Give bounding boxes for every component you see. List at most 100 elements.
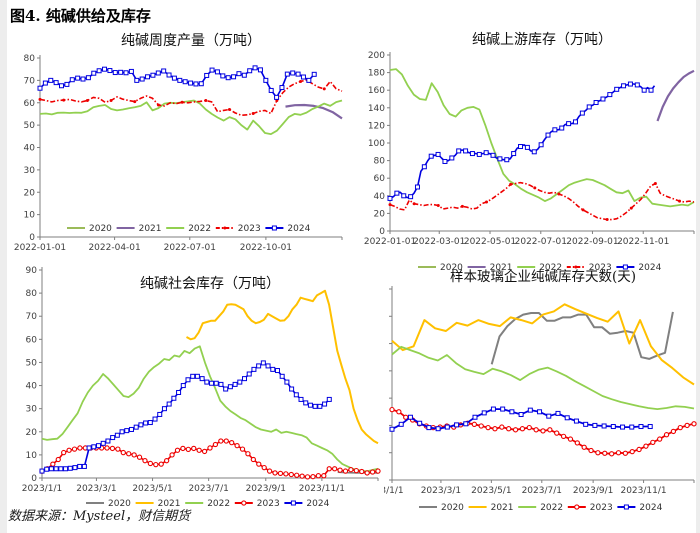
legend-label: 2024: [638, 263, 661, 273]
legend-label: 2024: [287, 224, 310, 234]
x-tick-label: 2022-07-01: [164, 243, 216, 253]
legend-label: 2020: [441, 503, 464, 513]
series-2024: [389, 83, 656, 200]
x-tick-label: 2022-09-01: [566, 237, 618, 247]
y-tick-label: 0: [31, 474, 37, 484]
x-tick-label: 2023/5/1: [471, 486, 511, 496]
y-tick-label: 30: [24, 166, 36, 176]
x-tick-label: 2023/9/1: [246, 484, 286, 494]
x-tick-label: 2022-07-01: [515, 237, 567, 247]
x-tick-label: 2022-05-01: [464, 237, 516, 247]
y-tick-label: 10: [24, 211, 36, 221]
figure-title: 图4. 纯碱供给及库存: [10, 7, 151, 25]
series-2022: [41, 345, 379, 473]
x-tick-label: 2022-01-01: [364, 237, 416, 247]
chart-canvas: 样本玻璃企业纯碱库存天数(天) 3/1/1 2023/3/1 2023/5/1 2023…: [380, 268, 697, 513]
x-tick-label: 2023/9/1: [573, 486, 613, 496]
chart-upstream-inventory: 纯碱上游库存（万吨） 0 20 40 60 80 100 120 140 160 180 200 202…: [352, 30, 698, 274]
y-tick-label: 100: [368, 139, 385, 149]
legend-label: 2023: [257, 499, 280, 509]
legend: 2020 2021 2022 2023 2024: [67, 224, 311, 234]
x-tick-label: 2023/1/1: [22, 484, 62, 494]
series-2021: [391, 303, 695, 386]
legend-label: 2024: [306, 499, 329, 509]
legend-label: 2020: [108, 499, 131, 509]
y-tick-label: 0: [29, 233, 35, 243]
legend: 2020 2021 2022 2023 2024: [418, 263, 662, 273]
y-tick-label: 180: [368, 69, 385, 79]
y-tick-label: 80: [26, 289, 38, 299]
series-2022: [391, 345, 695, 411]
x-tick-label: 2023/3/1: [76, 484, 116, 494]
x-tick-label: 2023/3/1: [421, 486, 461, 496]
x-tick-label: 2022-11-01: [617, 237, 669, 247]
legend: 2020 2021 2022 2023 2024: [419, 503, 663, 513]
chart-glass-inventory-days: 样本玻璃企业纯碱库存天数(天) 3/1/1 2023/3/1 2023/5/1 2023…: [380, 264, 698, 514]
y-tick-label: 70: [24, 76, 36, 86]
y-tick-label: 40: [24, 144, 36, 154]
legend-label: 2024: [639, 503, 662, 513]
chart-title: 纯碱周度产量（万吨）: [121, 33, 261, 49]
series-2023: [39, 79, 343, 117]
legend-label: 2021: [490, 263, 513, 273]
y-tick-label: 90: [26, 266, 38, 276]
x-tick-label: 2023/7/1: [188, 484, 228, 494]
y-tick-label: 20: [24, 188, 36, 198]
legend-label: 2023: [238, 224, 261, 234]
y-tick-label: 40: [374, 192, 386, 202]
chart-canvas: 纯碱社会库存（万吨） 0 10 20 30 40 50 60 70 80 90 2023/1/1 202…: [22, 266, 381, 509]
y-tick-label: 40: [26, 382, 38, 392]
series-2021: [656, 69, 695, 122]
legend-label: 2020: [89, 224, 112, 234]
y-tick-label: 10: [26, 451, 38, 461]
legend-label: 2020: [440, 263, 463, 273]
y-tick-label: 140: [368, 104, 385, 114]
x-tick-label: 2022-01-01: [14, 243, 66, 253]
legend: 2020 2021 2022 2023 2024: [86, 499, 330, 509]
chart-weekly-production: 纯碱周度产量（万吨） 0 10 20 30 40 50 60 70 80 2022-01-01 202…: [12, 30, 348, 264]
series-2020: [490, 311, 674, 365]
series-2022: [389, 68, 695, 208]
data-source-note: 数据来源：Mysteel，财信期货: [8, 509, 191, 524]
legend-label: 2022: [540, 503, 563, 513]
x-tick-label: 2023/11/1: [299, 484, 345, 494]
series-2021: [285, 103, 343, 120]
legend-label: 2022: [188, 224, 211, 234]
series-2024: [39, 66, 315, 99]
legend-label: 2021: [491, 503, 514, 513]
series-2022: [39, 99, 343, 135]
x-tick-label: 2022-10-01: [240, 243, 292, 253]
y-tick-label: 0: [379, 227, 385, 237]
y-tick-label: 60: [26, 335, 38, 345]
y-tick-label: 80: [374, 157, 386, 167]
y-tick-label: 50: [26, 358, 38, 368]
chart-social-inventory: 纯碱社会库存（万吨） 0 10 20 30 40 50 60 70 80 90 2023/1/1 202…: [12, 264, 384, 510]
legend-label: 2022: [207, 499, 230, 509]
x-tick-label: 2023/7/1: [522, 486, 562, 496]
y-tick-label: 50: [24, 121, 36, 131]
y-tick-label: 20: [374, 209, 386, 219]
y-tick-label: 20: [26, 428, 38, 438]
chart-title: 纯碱社会库存（万吨）: [140, 276, 280, 292]
legend-label: 2021: [158, 499, 181, 509]
y-tick-label: 120: [368, 121, 385, 131]
y-tick-label: 200: [368, 51, 385, 61]
chart-title: 纯碱上游库存（万吨）: [472, 32, 612, 48]
legend-label: 2023: [590, 503, 613, 513]
legend-label: 2021: [139, 224, 162, 234]
chart-title: 样本玻璃企业纯碱库存天数(天): [450, 268, 636, 285]
y-tick-label: 30: [26, 405, 38, 415]
page-edge-left: [0, 0, 7, 533]
page-edge-right: [696, 0, 700, 533]
x-tick-label: 3/1/1: [384, 486, 404, 496]
x-tick-label: 2022-04-01: [88, 243, 140, 253]
legend-label: 2023: [589, 263, 612, 273]
y-tick-label: 60: [24, 99, 36, 109]
x-tick-label: 2023/5/1: [132, 484, 172, 494]
x-tick-label: 2022-03-01: [413, 237, 465, 247]
y-tick-label: 80: [24, 54, 36, 64]
series-2023: [389, 181, 695, 221]
legend-label: 2022: [539, 263, 562, 273]
